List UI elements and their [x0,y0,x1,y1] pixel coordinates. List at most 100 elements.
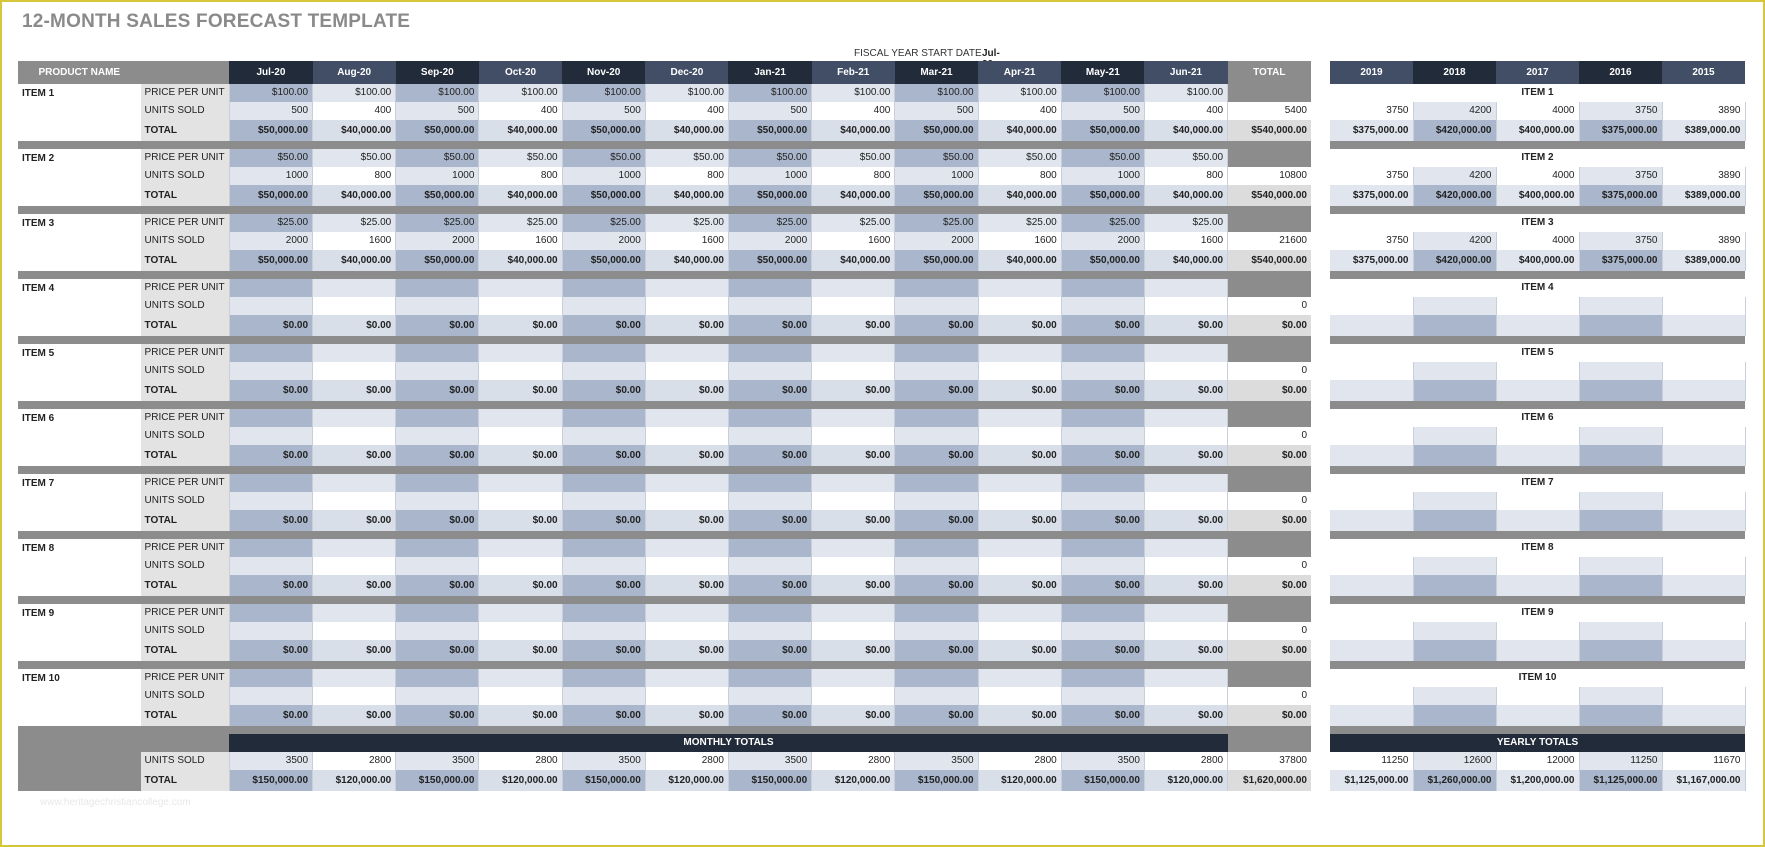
units-cell[interactable] [728,622,813,640]
price-cell[interactable]: $100.00 [645,84,729,102]
units-cell[interactable]: 1600 [1144,232,1229,250]
price-cell[interactable]: $50.00 [478,149,563,167]
units-cell[interactable] [1061,557,1145,575]
price-cell[interactable] [478,669,563,687]
units-cell[interactable]: 800 [1144,167,1229,185]
units-cell[interactable]: 500 [728,102,813,120]
units-cell[interactable] [894,557,979,575]
price-cell[interactable] [645,474,729,492]
units-cell[interactable] [478,362,563,380]
units-cell[interactable]: 500 [1061,102,1145,120]
units-cell[interactable]: 800 [478,167,563,185]
price-cell[interactable] [811,669,896,687]
price-cell[interactable] [1144,344,1229,362]
units-cell[interactable]: 500 [894,102,979,120]
units-cell[interactable]: 800 [811,167,896,185]
year-units-cell[interactable] [1330,297,1414,315]
units-cell[interactable] [395,362,480,380]
units-cell[interactable]: 400 [312,102,397,120]
units-cell[interactable] [728,687,813,705]
year-units-cell[interactable] [1662,427,1746,445]
units-cell[interactable] [229,687,314,705]
units-cell[interactable] [1061,297,1145,315]
units-cell[interactable] [312,427,397,445]
units-cell[interactable]: 1000 [562,167,646,185]
units-cell[interactable]: 1600 [978,232,1062,250]
units-cell[interactable] [645,427,729,445]
units-cell[interactable] [312,492,397,510]
units-cell[interactable] [1061,362,1145,380]
price-cell[interactable]: $25.00 [894,214,979,232]
price-cell[interactable] [1144,474,1229,492]
price-cell[interactable] [478,344,563,362]
year-units-cell[interactable] [1662,687,1746,705]
price-cell[interactable]: $100.00 [229,84,314,102]
price-cell[interactable]: $25.00 [312,214,397,232]
units-cell[interactable] [728,557,813,575]
price-cell[interactable]: $100.00 [395,84,480,102]
price-cell[interactable] [312,344,397,362]
year-units-cell[interactable] [1496,687,1580,705]
year-units-cell[interactable]: 3750 [1579,232,1663,250]
units-cell[interactable] [229,557,314,575]
price-cell[interactable] [229,669,314,687]
units-cell[interactable] [229,492,314,510]
units-cell[interactable] [811,687,896,705]
price-cell[interactable] [229,279,314,297]
year-units-cell[interactable] [1496,557,1580,575]
price-cell[interactable] [811,539,896,557]
units-cell[interactable] [478,622,563,640]
units-cell[interactable] [395,427,480,445]
price-cell[interactable]: $100.00 [978,84,1062,102]
price-cell[interactable]: $50.00 [1144,149,1229,167]
units-cell[interactable] [728,297,813,315]
price-cell[interactable]: $50.00 [562,149,646,167]
year-units-cell[interactable]: 3890 [1662,232,1746,250]
price-cell[interactable] [1061,669,1145,687]
price-cell[interactable] [562,409,646,427]
price-cell[interactable] [562,669,646,687]
units-cell[interactable] [1144,687,1229,705]
price-cell[interactable] [478,604,563,622]
price-cell[interactable]: $25.00 [395,214,480,232]
price-cell[interactable] [728,279,813,297]
price-cell[interactable] [312,409,397,427]
price-cell[interactable] [1061,604,1145,622]
price-cell[interactable] [645,669,729,687]
year-units-cell[interactable]: 3890 [1662,167,1746,185]
price-cell[interactable] [478,474,563,492]
units-cell[interactable] [811,557,896,575]
units-cell[interactable]: 1600 [478,232,563,250]
year-units-cell[interactable] [1496,622,1580,640]
price-cell[interactable] [229,409,314,427]
price-cell[interactable]: $50.00 [1061,149,1145,167]
year-units-cell[interactable]: 3750 [1579,167,1663,185]
price-cell[interactable]: $100.00 [312,84,397,102]
price-cell[interactable]: $25.00 [811,214,896,232]
price-cell[interactable]: $50.00 [978,149,1062,167]
price-cell[interactable] [978,409,1062,427]
price-cell[interactable]: $25.00 [478,214,563,232]
units-cell[interactable] [978,297,1062,315]
year-units-cell[interactable] [1413,557,1497,575]
units-cell[interactable] [894,297,979,315]
year-units-cell[interactable] [1330,557,1414,575]
units-cell[interactable]: 500 [562,102,646,120]
year-units-cell[interactable]: 4000 [1496,232,1580,250]
price-cell[interactable] [562,344,646,362]
units-cell[interactable] [645,297,729,315]
price-cell[interactable] [395,669,480,687]
price-cell[interactable] [894,409,979,427]
price-cell[interactable]: $25.00 [645,214,729,232]
year-units-cell[interactable] [1413,427,1497,445]
price-cell[interactable] [478,279,563,297]
price-cell[interactable] [978,539,1062,557]
price-cell[interactable] [728,409,813,427]
price-cell[interactable] [395,344,480,362]
price-cell[interactable]: $25.00 [562,214,646,232]
price-cell[interactable]: $25.00 [978,214,1062,232]
price-cell[interactable]: $25.00 [1061,214,1145,232]
units-cell[interactable] [894,622,979,640]
price-cell[interactable]: $100.00 [1144,84,1229,102]
units-cell[interactable] [645,362,729,380]
